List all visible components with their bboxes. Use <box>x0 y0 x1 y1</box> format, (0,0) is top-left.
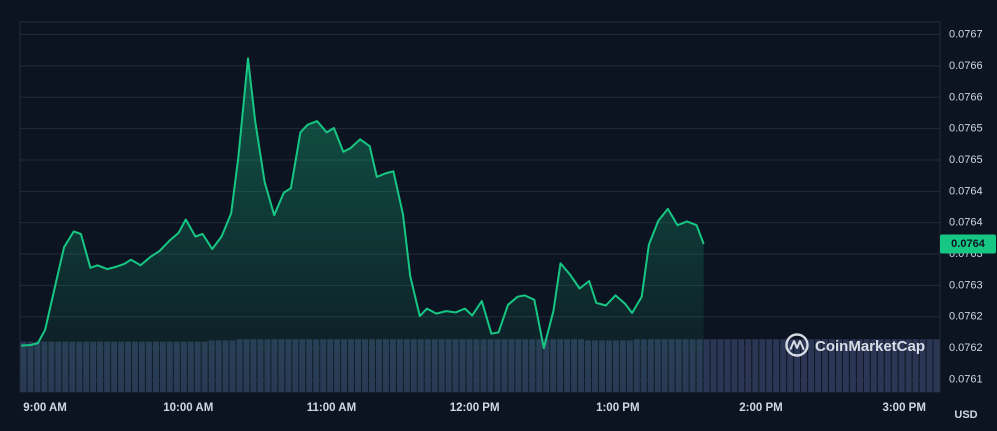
y-tick-label: 0.0764 <box>949 217 983 229</box>
volume-bar <box>849 339 856 392</box>
y-tick-label: 0.0764 <box>949 185 983 197</box>
volume-bar <box>787 339 794 392</box>
y-tick-label: 0.0762 <box>949 311 983 323</box>
y-tick-label: 0.0762 <box>949 342 983 354</box>
price-area <box>21 58 704 393</box>
volume-bar <box>815 339 822 392</box>
volume-bar <box>745 339 752 392</box>
x-tick-label: 11:00 AM <box>307 402 356 414</box>
y-tick-label: 0.0767 <box>949 29 983 41</box>
volume-bar <box>801 339 808 392</box>
watermark-text: CoinMarketCap <box>815 338 925 355</box>
volume-bar <box>870 339 877 392</box>
x-tick-label: 3:00 PM <box>882 402 925 414</box>
volume-bar <box>905 339 912 392</box>
x-tick-label: 2:00 PM <box>739 402 782 414</box>
volume-bar <box>898 339 905 392</box>
y-tick-label: 0.0766 <box>949 60 983 72</box>
x-tick-label: 9:00 AM <box>23 402 67 414</box>
current-price-label: 0.0764 <box>951 238 986 250</box>
volume-bar <box>738 339 745 392</box>
volume-bar <box>724 339 731 392</box>
price-line <box>21 57 705 350</box>
y-tick-label: 0.0765 <box>949 154 983 166</box>
volume-bar <box>717 339 724 392</box>
current-price-badge: 0.0764 <box>940 234 996 254</box>
volume-bar <box>884 339 891 392</box>
volume-bar <box>822 339 828 392</box>
volume-bar <box>912 339 919 392</box>
volume-bar <box>808 339 815 392</box>
volume-bar <box>926 339 933 392</box>
x-axis-ticks: 9:00 AM 10:00 AM 11:00 AM 12:00 PM 1:00 PM 2:… <box>23 402 926 414</box>
volume-bar <box>794 339 801 392</box>
y-tick-label: 0.0766 <box>949 91 983 103</box>
volume-bar <box>919 339 926 392</box>
volume-bar <box>828 339 835 392</box>
y-tick-label: 0.0763 <box>949 279 983 291</box>
volume-bar <box>780 339 787 392</box>
x-tick-label: 12:00 PM <box>450 402 500 414</box>
y-axis-ticks: 0.0767 0.0766 0.0766 0.0765 0.0765 0.0764 0.07… <box>949 29 983 386</box>
coinmarketcap-logo-icon <box>785 333 809 357</box>
volume-bar <box>891 339 898 392</box>
volume-bar <box>933 339 940 392</box>
volume-bar <box>766 339 773 392</box>
volume-bar <box>752 339 759 392</box>
coinmarketcap-watermark: CoinMarketCap <box>785 333 925 357</box>
volume-bar <box>703 339 710 392</box>
volume-bar <box>759 339 766 392</box>
x-tick-label: 1:00 PM <box>596 402 639 414</box>
volume-bar <box>877 339 884 392</box>
volume-bar <box>710 339 717 392</box>
volume-bar <box>842 339 849 392</box>
x-tick-label: 10:00 AM <box>163 402 213 414</box>
y-tick-label: 0.0761 <box>949 373 983 385</box>
volume-bar <box>835 339 842 392</box>
y-tick-label: 0.0765 <box>949 123 983 135</box>
volume-bar <box>863 339 870 392</box>
volume-bar <box>773 339 780 392</box>
volume-bar <box>731 339 738 392</box>
currency-label: USD <box>954 409 977 421</box>
volume-bar <box>856 339 863 392</box>
